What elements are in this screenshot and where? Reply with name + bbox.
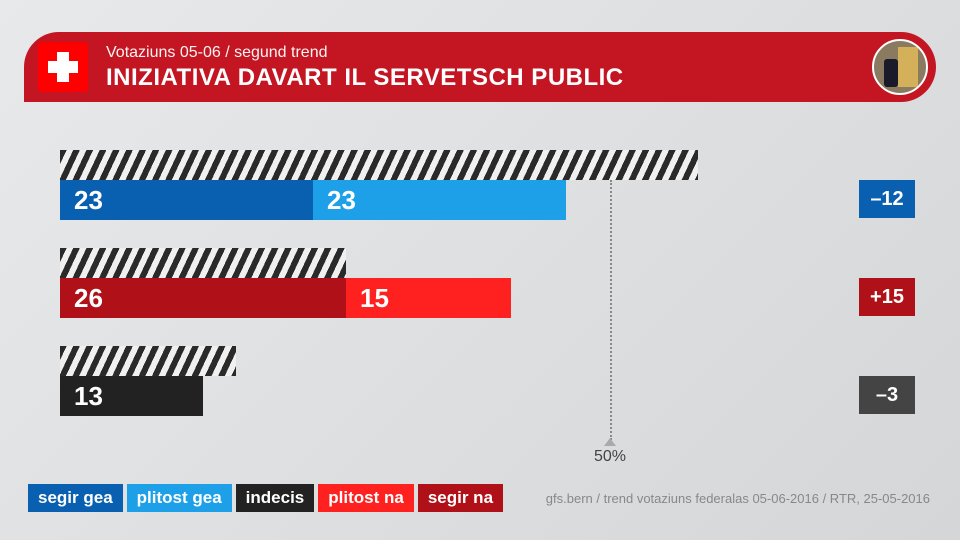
delta-badge: –12 bbox=[859, 180, 915, 218]
shadow-bar bbox=[60, 150, 698, 180]
legend: segir geaplitost geaindecisplitost naseg… bbox=[28, 484, 503, 512]
fifty-percent-label: 50% bbox=[594, 448, 626, 466]
delta-badge: +15 bbox=[859, 278, 915, 316]
bar-row: 2615 bbox=[60, 278, 511, 318]
bar-row: 13 bbox=[60, 376, 203, 416]
header-subtitle: Votaziuns 05-06 / segund trend bbox=[106, 44, 624, 62]
bar-segment: 15 bbox=[346, 278, 511, 318]
header-text: Votaziuns 05-06 / segund trend INIZIATIV… bbox=[106, 44, 624, 90]
bar-segment: 26 bbox=[60, 278, 346, 318]
legend-item: indecis bbox=[236, 484, 315, 512]
bar-row: 2323 bbox=[60, 180, 566, 220]
legend-item: plitost gea bbox=[127, 484, 232, 512]
header-banner: Votaziuns 05-06 / segund trend INIZIATIV… bbox=[24, 32, 936, 102]
delta-badge: –3 bbox=[859, 376, 915, 414]
header-thumbnail bbox=[872, 39, 928, 95]
shadow-bar bbox=[60, 248, 346, 278]
swiss-flag-icon bbox=[38, 42, 88, 92]
bar-segment: 23 bbox=[313, 180, 566, 220]
bar-segment: 23 bbox=[60, 180, 313, 220]
chart-group: indecis13–3 bbox=[60, 346, 915, 418]
legend-item: segir na bbox=[418, 484, 503, 512]
header-title: INIZIATIVA DAVART IL SERVETSCH PUBLIC bbox=[106, 66, 624, 90]
fifty-percent-line bbox=[610, 180, 612, 440]
bar-segment: 13 bbox=[60, 376, 203, 416]
chart-group: na2615+15 bbox=[60, 248, 915, 320]
credit-line: gfs.bern / trend votaziuns federalas 05-… bbox=[546, 491, 930, 506]
bar-chart: gea2323–12na2615+15indecis13–350% bbox=[60, 150, 915, 450]
legend-item: segir gea bbox=[28, 484, 123, 512]
legend-item: plitost na bbox=[318, 484, 414, 512]
shadow-bar bbox=[60, 346, 236, 376]
chart-group: gea2323–12 bbox=[60, 150, 915, 222]
